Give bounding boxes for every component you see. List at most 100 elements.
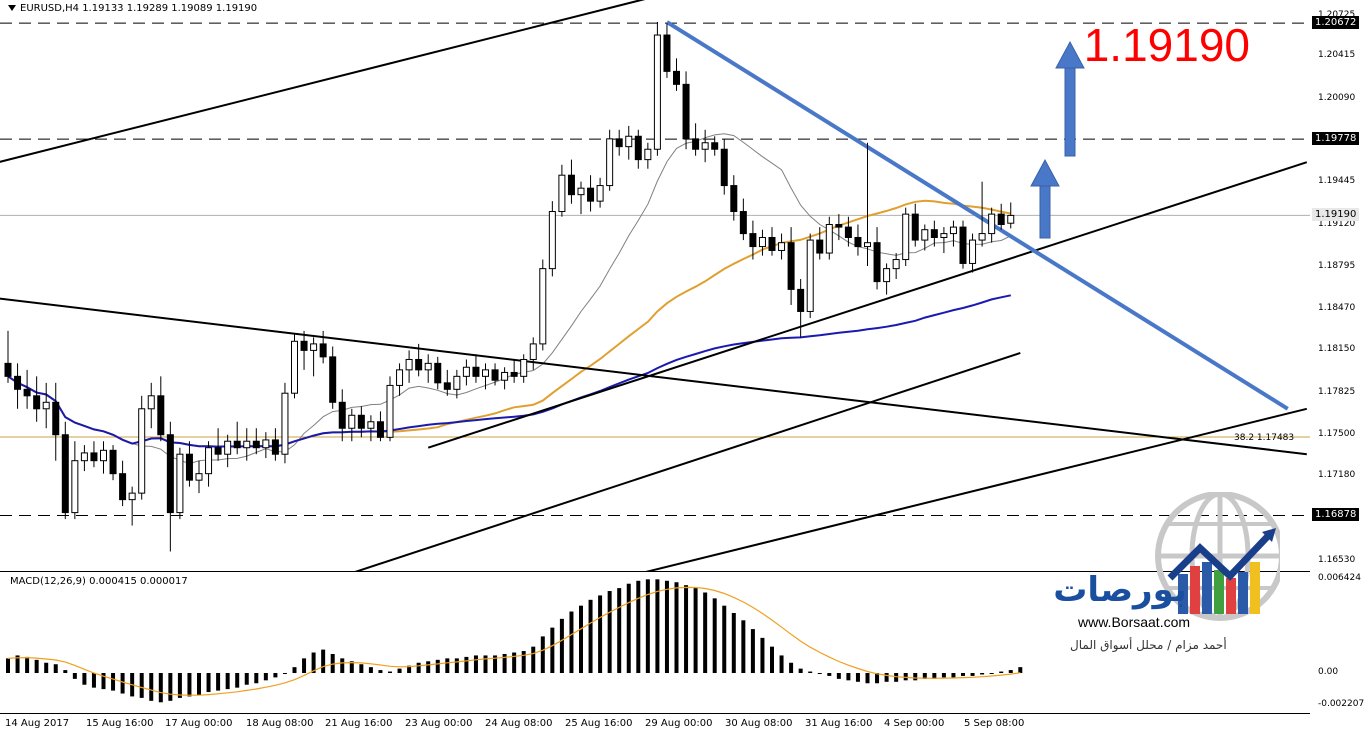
macd-bar (1018, 667, 1023, 674)
candle (673, 58, 680, 91)
candle (501, 367, 509, 390)
candle-body-bull (969, 239, 977, 264)
small-up-arrow (1030, 158, 1060, 239)
ma-fast-line (7, 133, 1012, 465)
macd-tick-label: 0.00 (1318, 667, 1339, 677)
time-tick-label: 29 Aug 00:00 (645, 718, 713, 729)
candle-body-bear (271, 439, 279, 455)
candle (510, 359, 518, 383)
candle (921, 224, 929, 251)
candle-body-bear (787, 242, 795, 290)
macd-bar (244, 673, 249, 685)
candle-body-bull (291, 340, 298, 394)
price-axis[interactable]: 1.20725 1.20415 1.20090 1.19445 1.19120 1.187… (1310, 0, 1366, 741)
macd-bar (454, 658, 459, 674)
candle-body-bull (396, 369, 404, 386)
candle-body-bear (472, 366, 480, 377)
macd-bar (750, 629, 755, 674)
macd-bar (607, 591, 612, 674)
candle-body-bear (4, 362, 12, 377)
macd-bar (655, 579, 660, 674)
candle-body-bull (386, 384, 394, 438)
macd-bar (836, 673, 841, 679)
macd-bar (875, 673, 880, 684)
candle (128, 486, 136, 526)
macd-bar (435, 659, 440, 674)
macd-bar (598, 595, 603, 674)
level-price-box: 1.19778 (1312, 132, 1360, 146)
macd-bar (397, 668, 402, 674)
candle (214, 428, 222, 461)
candle (854, 224, 862, 256)
candle (978, 181, 986, 247)
candle-body-bear (214, 447, 222, 455)
candle (797, 279, 805, 338)
candle (969, 233, 977, 273)
macd-bar (989, 673, 994, 675)
macd-bar (913, 673, 918, 681)
candle (730, 175, 738, 221)
candle (42, 382, 50, 429)
candle (835, 214, 843, 241)
candle-body-bear (61, 434, 69, 514)
header-dropdown-icon[interactable] (8, 5, 16, 11)
candle-body-bull (625, 135, 633, 148)
candle (844, 216, 852, 247)
logo-author: أحمد مزام / محلل أسواق المال (1070, 638, 1227, 652)
candle-body-bear (491, 369, 499, 381)
candle-body-bear (233, 440, 241, 449)
price-tick-label: 1.19445 (1318, 176, 1356, 187)
candle-body-bear (959, 226, 967, 264)
candle (825, 216, 833, 260)
macd-bar (712, 598, 717, 674)
time-tick-label: 5 Sep 08:00 (964, 718, 1025, 729)
macd-bar (588, 599, 593, 674)
candle (520, 354, 528, 383)
big-price-annotation: 1.19190 (1083, 19, 1250, 71)
macd-bar (941, 673, 946, 678)
candle-body-bear (673, 70, 680, 85)
macd-bar (903, 673, 908, 681)
candle (281, 382, 289, 464)
time-tick-label: 15 Aug 16:00 (86, 718, 154, 729)
candle (319, 330, 327, 364)
macd-canvas[interactable] (0, 572, 1310, 714)
macd-bar (980, 673, 985, 675)
logo-name: بورصات (1053, 570, 1187, 610)
macd-bar (703, 592, 708, 674)
macd-bar (426, 661, 431, 674)
candle (300, 330, 308, 370)
macd-bar (263, 673, 268, 681)
candle (367, 415, 375, 442)
macd-bar (617, 588, 622, 674)
macd-bar (197, 673, 201, 695)
candle (529, 337, 537, 370)
logo-url[interactable]: www.Borsaat.com (1078, 614, 1191, 630)
candle-body-bear (768, 236, 776, 251)
arrow-head (1030, 158, 1060, 187)
candle (548, 201, 556, 277)
time-tick-label: 31 Aug 16:00 (805, 718, 873, 729)
candle (252, 428, 260, 455)
candle (558, 164, 566, 217)
candle (396, 363, 404, 396)
macd-bar (235, 673, 240, 688)
candle (424, 354, 432, 383)
candle-body-bull (42, 401, 50, 410)
candle (491, 363, 499, 386)
candle (682, 71, 690, 150)
macd-bar (512, 652, 517, 674)
time-axis[interactable]: 14 Aug 2017 15 Aug 16:00 17 Aug 00:00 18 Au… (0, 713, 1310, 742)
price-chart-canvas[interactable] (0, 0, 1310, 571)
arrow-shaft (1064, 65, 1076, 157)
candle (892, 253, 900, 280)
candle-body-bear (119, 473, 127, 501)
candle-body-bull (988, 213, 996, 235)
candle (577, 181, 585, 215)
macd-bar (216, 673, 221, 691)
time-tick-label: 24 Aug 08:00 (485, 718, 553, 729)
candle (205, 441, 213, 487)
time-tick-label: 4 Sep 00:00 (884, 718, 945, 729)
macd-pane[interactable]: MACD(12,26,9) 0.000415 0.000017 (0, 571, 1311, 714)
price-chart-pane[interactable]: EURUSD,H4 1.19133 1.19289 1.19089 1.1919… (0, 0, 1311, 571)
